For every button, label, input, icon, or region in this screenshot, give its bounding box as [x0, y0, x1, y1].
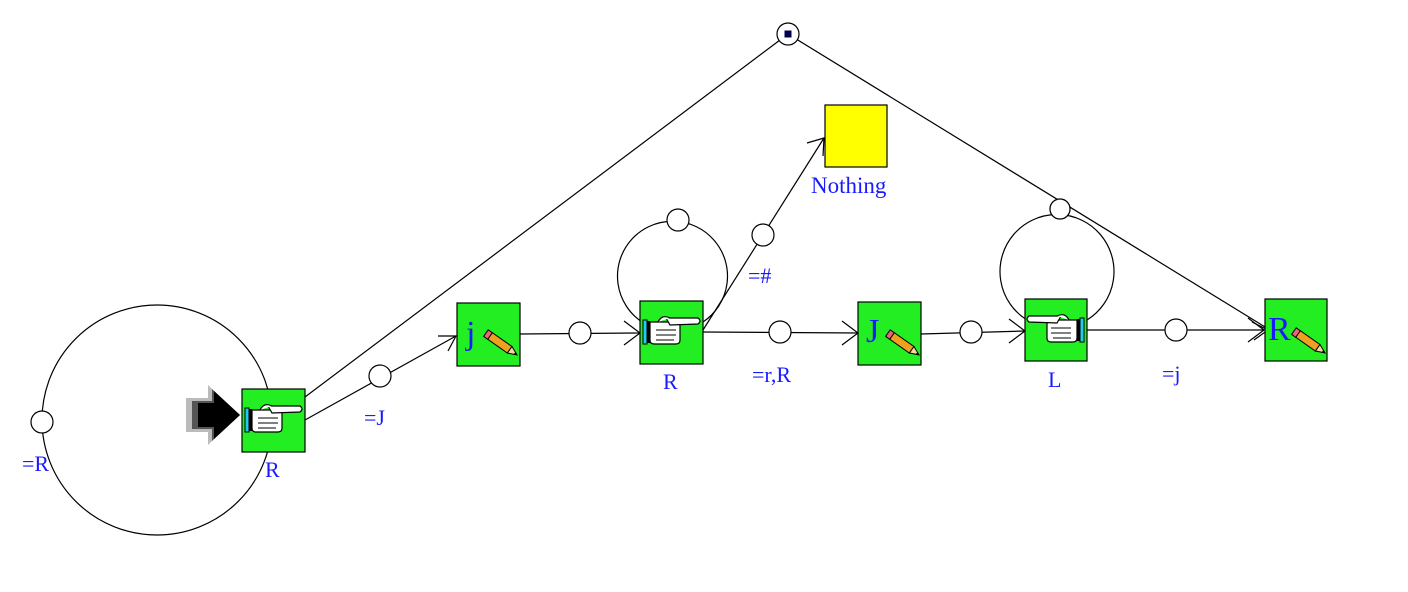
edge-n1-to-n2: =J [305, 336, 456, 430]
node-write-R[interactable]: R [1265, 299, 1327, 361]
edge-handle[interactable] [769, 321, 791, 343]
edge-label: =J [364, 405, 385, 430]
junction-dot-icon [785, 31, 792, 38]
edge-label: =R [22, 451, 49, 476]
node-symbol: J [866, 313, 879, 350]
edge-handle[interactable] [1165, 319, 1187, 341]
edge-label: =r,R [752, 362, 791, 387]
edge-handle[interactable] [569, 322, 591, 344]
node-halt-nothing[interactable]: Nothing [811, 105, 887, 198]
node-write-j[interactable]: j [457, 303, 520, 366]
edge-handle[interactable] [369, 365, 391, 387]
node-label: Nothing [811, 173, 887, 198]
edge-n2-to-n3 [520, 321, 640, 345]
node-label: L [1048, 367, 1061, 392]
edge-handle[interactable] [667, 209, 689, 231]
edge-n1-to-n6 [305, 23, 1270, 397]
node-label: R [663, 369, 678, 394]
arrow-head-icon [438, 336, 456, 351]
node-move-l[interactable]: L [1025, 299, 1087, 392]
start-arrow-icon [186, 385, 240, 445]
node-move-r[interactable]: R [640, 301, 703, 394]
edge-n3-to-n7: =# [703, 138, 824, 330]
edge-handle[interactable] [31, 411, 53, 433]
edge-handle[interactable] [752, 224, 774, 246]
node-label: R [265, 457, 280, 482]
edge-n5-to-n6: =j [1087, 318, 1264, 386]
edge-n3-to-n4: =r,R [703, 321, 858, 387]
edge-handle[interactable] [1050, 199, 1070, 219]
edge-n4-to-n5 [921, 319, 1025, 343]
edge-label: =j [1162, 361, 1181, 386]
node-symbol: j [465, 315, 475, 352]
node-move-r-start[interactable]: R [242, 389, 305, 482]
node-symbol: R [1268, 311, 1291, 348]
node-write-J[interactable]: J [858, 302, 921, 365]
edge-label: =# [748, 263, 771, 288]
arrow-head-icon [807, 138, 824, 156]
edge-handle[interactable] [960, 321, 982, 343]
